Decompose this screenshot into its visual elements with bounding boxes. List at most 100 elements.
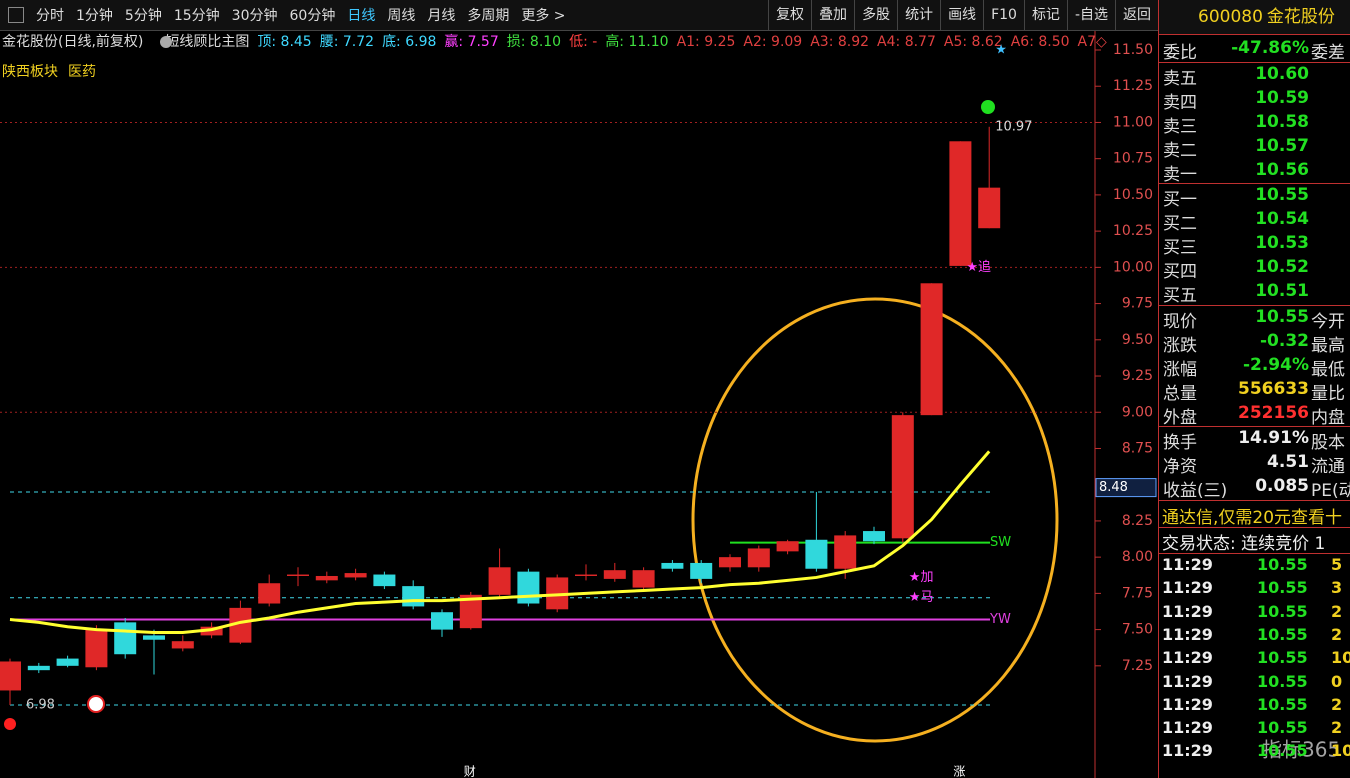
quote-row: 买二 10.54 (1163, 209, 1350, 234)
status-text: 交易状态: 连续竞价 1 (1162, 534, 1326, 554)
row-value: 556633 (1238, 379, 1309, 399)
candle-body (661, 562, 684, 569)
y-tick-label: 11.00 (1113, 114, 1153, 130)
row-value: -47.86% (1231, 38, 1309, 58)
candle-body (575, 574, 597, 576)
period-tab[interactable]: 更多 > (521, 8, 566, 24)
toolbar: 分时 1分钟 5分钟 15分钟 30分钟 60分钟 日线 周线 月线 多周期 更多 > 复权 叠加 多股统… (0, 0, 1158, 31)
annotation: ★马 (909, 590, 934, 605)
row-label: 买四 (1163, 262, 1197, 282)
indicator-item: A4: 8.77 (877, 34, 936, 50)
tick-price: 10.55 (1257, 694, 1308, 714)
tick-price: 10.55 (1257, 555, 1308, 574)
annotation: ★ (995, 43, 1007, 58)
row-label: 卖二 (1163, 141, 1197, 161)
row-value: 10.60 (1255, 64, 1309, 84)
candle-body (114, 622, 137, 655)
row-extra: 量比 (1311, 384, 1345, 404)
y-tick-label: 10.25 (1113, 223, 1153, 239)
row-label: 卖三 (1163, 117, 1197, 137)
indicator-item: A7◇ (1078, 34, 1107, 50)
y-tick-label: 11.50 (1113, 42, 1153, 58)
row-label: 买三 (1163, 238, 1197, 258)
row-label: 现价 (1163, 312, 1197, 332)
row-label: 总量 (1163, 384, 1197, 404)
period-tab[interactable]: 日线 (347, 8, 376, 24)
row-label: 外盘 (1163, 408, 1197, 428)
tick-price: 10.55 (1257, 671, 1308, 691)
tool-button[interactable]: 标记 (1023, 0, 1067, 30)
y-tick-label: 9.75 (1122, 296, 1153, 312)
candle-body (920, 283, 943, 416)
tool-button[interactable]: 画线 (940, 0, 983, 30)
quote-row: 净资 4.51 流通 (1163, 452, 1350, 477)
candle-body (0, 661, 21, 691)
quote-row: 买四 10.52 (1163, 257, 1350, 282)
tool-button[interactable]: 多股 (854, 0, 897, 30)
period-tab[interactable]: 周线 (387, 8, 416, 24)
indicator-item: A5: 8.62 (944, 34, 1003, 50)
buy-mark (87, 695, 105, 713)
row-extra: 最高 (1311, 336, 1345, 356)
tick-time: 11:29 (1162, 601, 1213, 621)
row-value: 4.51 (1267, 452, 1309, 472)
row-label: 换手 (1163, 433, 1197, 453)
tool-button[interactable]: -自选 (1066, 0, 1115, 30)
y-tick-label: 10.75 (1113, 151, 1153, 167)
separator (1159, 500, 1350, 501)
period-tab[interactable]: 月线 (427, 8, 456, 24)
plot-bg (0, 31, 1095, 778)
row-value: 14.91% (1238, 428, 1309, 448)
separator (1159, 426, 1350, 427)
row-extra: 股本 (1311, 433, 1345, 453)
separator (1159, 34, 1350, 35)
tick-time: 11:29 (1162, 718, 1213, 738)
tick-vol: 10 (1331, 741, 1350, 761)
tick-time: 11:29 (1162, 555, 1213, 574)
separator (1159, 527, 1350, 528)
quote-row: 卖四 10.59 (1163, 88, 1350, 113)
period-tab[interactable]: 多周期 (467, 8, 510, 24)
tick-price: 10.55 (1257, 624, 1308, 644)
indicator-toggle (160, 36, 172, 48)
period-tab[interactable]: 分时 (36, 8, 64, 24)
row-extra: 内盘 (1311, 408, 1345, 428)
tool-button[interactable]: 叠加 (811, 0, 854, 30)
indicator-item: A3: 8.92 (810, 34, 869, 50)
candle-body (891, 415, 914, 539)
row-extra: 流通 (1311, 457, 1345, 477)
sector-label: 医药 (68, 64, 96, 80)
candle-body (863, 531, 885, 542)
quote-row: 现价 10.55 今开 (1163, 307, 1350, 332)
period-tab[interactable]: 15分钟 (173, 8, 220, 24)
row-value: 10.57 (1255, 136, 1309, 156)
tick-vol: 2 (1331, 624, 1343, 644)
tick-vol: 2 (1331, 718, 1343, 738)
y-tick-label: 11.25 (1113, 78, 1153, 94)
y-tick-label: 9.25 (1122, 368, 1153, 384)
period-tab[interactable]: 1分钟 (76, 8, 113, 24)
separator (1159, 305, 1350, 306)
row-label: 净资 (1163, 457, 1197, 477)
separator (1159, 553, 1350, 554)
tool-button[interactable]: F10 (983, 0, 1024, 30)
row-value: -2.94% (1242, 355, 1309, 375)
quote-row: 换手 14.91% 股本 (1163, 428, 1350, 453)
period-tab[interactable]: 30分钟 (231, 8, 278, 24)
candle-body (747, 548, 770, 568)
tick-price: 10.55 (1257, 741, 1308, 761)
tool-button[interactable]: 返回 (1115, 0, 1158, 30)
tool-button[interactable]: 统计 (897, 0, 940, 30)
quote-row: 买一 10.55 (1163, 185, 1350, 210)
period-tab[interactable]: 5分钟 (124, 8, 162, 24)
row-extra: 最低 (1311, 360, 1345, 380)
ad-text: 通达信,仅需20元查看十 (1162, 508, 1343, 528)
period-tab[interactable]: 60分钟 (289, 8, 336, 24)
row-label: 卖四 (1163, 93, 1197, 113)
indicator-item: 底: 6.98 (382, 34, 436, 50)
indicator-item: 赢: 7.57 (444, 33, 498, 50)
indicator-line: 金花股份(日线,前复权) 短线顾比主图 顶: 8.45 腰: 7.72 底: 6.98 赢… (2, 33, 1107, 50)
tool-button[interactable]: 复权 (768, 0, 811, 30)
event-mark: 涨 (953, 764, 965, 778)
tick-time: 11:29 (1162, 741, 1213, 761)
